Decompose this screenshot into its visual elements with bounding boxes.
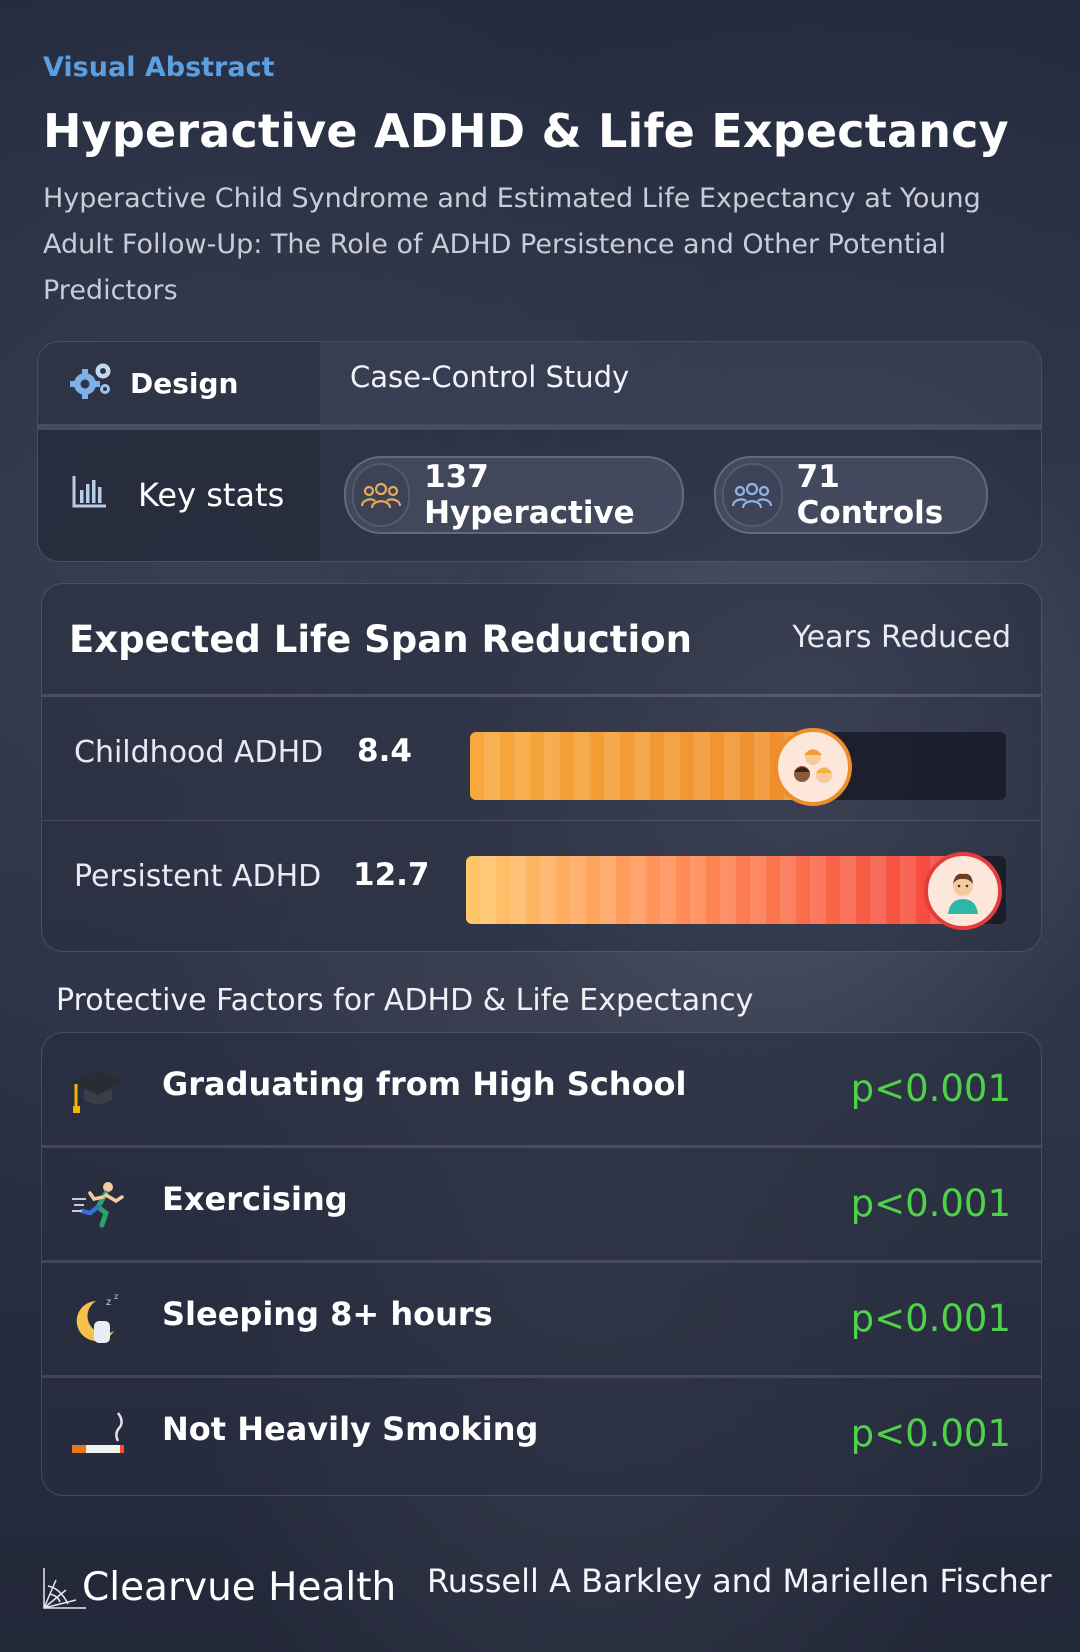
row-label: Childhood ADHD: [74, 735, 324, 770]
factor-label: Sleeping 8+ hours: [162, 1295, 493, 1333]
brand-name: Clearvue Health: [82, 1564, 397, 1610]
design-label: Design: [68, 360, 238, 406]
design-label-text: Design: [130, 366, 239, 400]
controls-count-pill: 71 Controls: [714, 456, 988, 534]
p-value: p<0.001: [850, 1412, 1011, 1455]
life-span-row-childhood: Childhood ADHD 8.4: [42, 697, 1041, 817]
young-adult-icon: [924, 852, 1002, 930]
protective-factors-title: Protective Factors for ADHD & Life Expec…: [56, 983, 754, 1018]
factor-label: Graduating from High School: [162, 1065, 687, 1103]
list-item: Graduating from High School p<0.001: [42, 1033, 1041, 1148]
hyperactive-count: 137 Hyperactive: [424, 459, 635, 531]
row-label: Persistent ADHD: [74, 859, 322, 894]
p-value: p<0.001: [850, 1297, 1011, 1340]
graduation-cap-icon: [70, 1061, 126, 1117]
row-value: 12.7: [353, 857, 430, 893]
svg-text:z: z: [114, 1292, 118, 1301]
stats-label-cell: [38, 430, 320, 561]
life-span-card: Expected Life Span Reduction Years Reduc…: [41, 583, 1042, 952]
life-span-title: Expected Life Span Reduction: [69, 618, 692, 661]
group-icon: [722, 463, 783, 527]
controls-count: 71 Controls: [796, 459, 944, 531]
page-subtitle: Hyperactive Child Syndrome and Estimated…: [43, 183, 981, 306]
progress-fill: [466, 856, 963, 924]
crescent-moon-sleep-icon: z z: [70, 1291, 126, 1347]
page-title: Hyperactive ADHD & Life Expectancy: [43, 104, 1009, 158]
web-logo-icon: [42, 1560, 88, 1614]
factor-label: Not Heavily Smoking: [162, 1410, 539, 1448]
cigarette-icon: [70, 1406, 126, 1462]
hyperactive-count-pill: 137 Hyperactive: [344, 456, 684, 534]
children-icon: [774, 728, 852, 806]
list-item: z z Sleeping 8+ hours p<0.001: [42, 1263, 1041, 1378]
authors: Russell A Barkley and Mariellen Fischer: [427, 1562, 1052, 1600]
group-icon: [352, 463, 411, 527]
factor-label: Exercising: [162, 1180, 348, 1218]
design-value: Case-Control Study: [350, 360, 630, 394]
progress-fill: [470, 732, 813, 800]
life-span-unit-label: Years Reduced: [792, 620, 1011, 655]
p-value: p<0.001: [850, 1182, 1011, 1225]
progress-track: [466, 852, 1006, 930]
svg-text:z: z: [106, 1297, 111, 1308]
key-stats-label: Key stats: [72, 472, 284, 518]
kicker-label: Visual Abstract: [43, 52, 275, 83]
brand-logo: Clearvue Health: [42, 1560, 396, 1614]
list-item: Exercising p<0.001: [42, 1148, 1041, 1263]
key-stats-label-text: Key stats: [138, 476, 285, 514]
row-value: 8.4: [357, 733, 412, 769]
bar-chart-icon: [72, 474, 108, 516]
life-span-row-persistent: Persistent ADHD 12.7: [42, 820, 1041, 941]
p-value: p<0.001: [850, 1067, 1011, 1110]
life-span-header: Expected Life Span Reduction Years Reduc…: [42, 584, 1041, 697]
design-card: Design Case-Control Study Key stats: [37, 341, 1042, 562]
design-row: [38, 342, 1041, 424]
list-item: Not Heavily Smoking p<0.001: [42, 1378, 1041, 1490]
running-person-icon: [70, 1176, 126, 1232]
gears-icon: [68, 359, 114, 408]
progress-track: [470, 728, 1006, 806]
protective-factors-card: Graduating from High School p<0.001 Exer…: [41, 1032, 1042, 1496]
divider: [38, 424, 1041, 430]
